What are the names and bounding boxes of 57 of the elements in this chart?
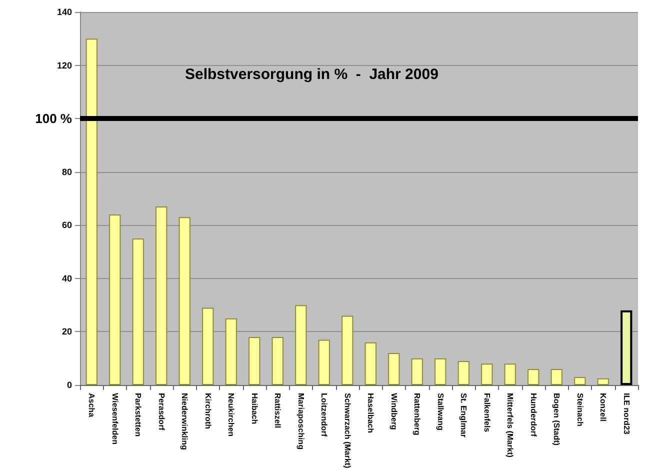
bar bbox=[364, 342, 376, 385]
bar bbox=[202, 308, 214, 385]
x-tick-label: Mitterfels (Markt) bbox=[506, 393, 515, 458]
bar bbox=[342, 316, 354, 385]
x-tick-label: Niederwinkling bbox=[180, 393, 190, 450]
x-tick-label: Wiesenfelden bbox=[110, 393, 120, 445]
y-tick-label: 40 bbox=[62, 273, 72, 284]
bar bbox=[132, 238, 144, 385]
x-tick-label: Haselbach bbox=[366, 393, 376, 434]
x-tick-label: ILE nord23 bbox=[622, 393, 631, 435]
x-tick-label: Konzell bbox=[598, 393, 608, 422]
bar bbox=[620, 310, 632, 385]
y-tick-label: 140 bbox=[56, 7, 72, 17]
bar bbox=[574, 377, 586, 385]
text: Selbstversorgung in % - Jahr 2009 bbox=[185, 66, 438, 83]
bar bbox=[434, 358, 446, 385]
x-tick-label: Steinach bbox=[575, 393, 584, 426]
y-tick-label: 60 bbox=[62, 220, 72, 230]
bar bbox=[528, 369, 540, 385]
bar bbox=[86, 38, 98, 385]
x-tick-label: Ascha bbox=[87, 393, 96, 418]
bar bbox=[504, 364, 516, 385]
bar bbox=[481, 364, 493, 385]
x-tick-label: Mariaposching bbox=[296, 393, 306, 450]
x-tick-label: Perasdorf bbox=[156, 393, 166, 431]
x-tick-label: Stallwang bbox=[436, 393, 445, 430]
y-tick-label: 80 bbox=[62, 166, 72, 177]
x-tick-label: Kirchroth bbox=[203, 393, 212, 430]
bar bbox=[295, 305, 307, 385]
bar bbox=[597, 378, 609, 385]
ref-line-label: 100 % bbox=[35, 111, 72, 126]
x-tick-label: Windberg bbox=[389, 393, 398, 430]
x-tick-label: Schwarzach (Markt) bbox=[342, 393, 352, 468]
bar bbox=[272, 337, 284, 385]
bar bbox=[550, 369, 562, 385]
bar bbox=[411, 358, 423, 385]
x-tick-label: Bogen (Stadt) bbox=[552, 393, 562, 446]
x-tick-label: Haibach bbox=[250, 393, 259, 424]
bar bbox=[109, 214, 121, 385]
bar bbox=[178, 217, 190, 385]
x-tick-label: St. Englmar bbox=[459, 393, 468, 438]
x-tick-label: Rattenberg bbox=[412, 393, 422, 436]
bar bbox=[225, 318, 237, 385]
bar bbox=[388, 353, 400, 385]
y-tick-label: 120 bbox=[56, 60, 72, 70]
x-tick-label: Neukirchen bbox=[226, 393, 236, 437]
x-tick-label: Rattiszell bbox=[273, 393, 282, 428]
bar bbox=[248, 337, 260, 385]
x-tick-label: Hunderdorf bbox=[528, 393, 538, 437]
bar bbox=[156, 206, 168, 385]
x-tick-label: Loitzendorf bbox=[320, 393, 329, 437]
bar bbox=[458, 361, 470, 385]
x-tick-label: Falkenfels bbox=[482, 393, 492, 433]
x-tick-label: Parkstetten bbox=[134, 393, 143, 437]
bar bbox=[318, 340, 330, 385]
y-tick-label: 0 bbox=[66, 380, 72, 390]
y-tick-label: 20 bbox=[62, 326, 72, 337]
